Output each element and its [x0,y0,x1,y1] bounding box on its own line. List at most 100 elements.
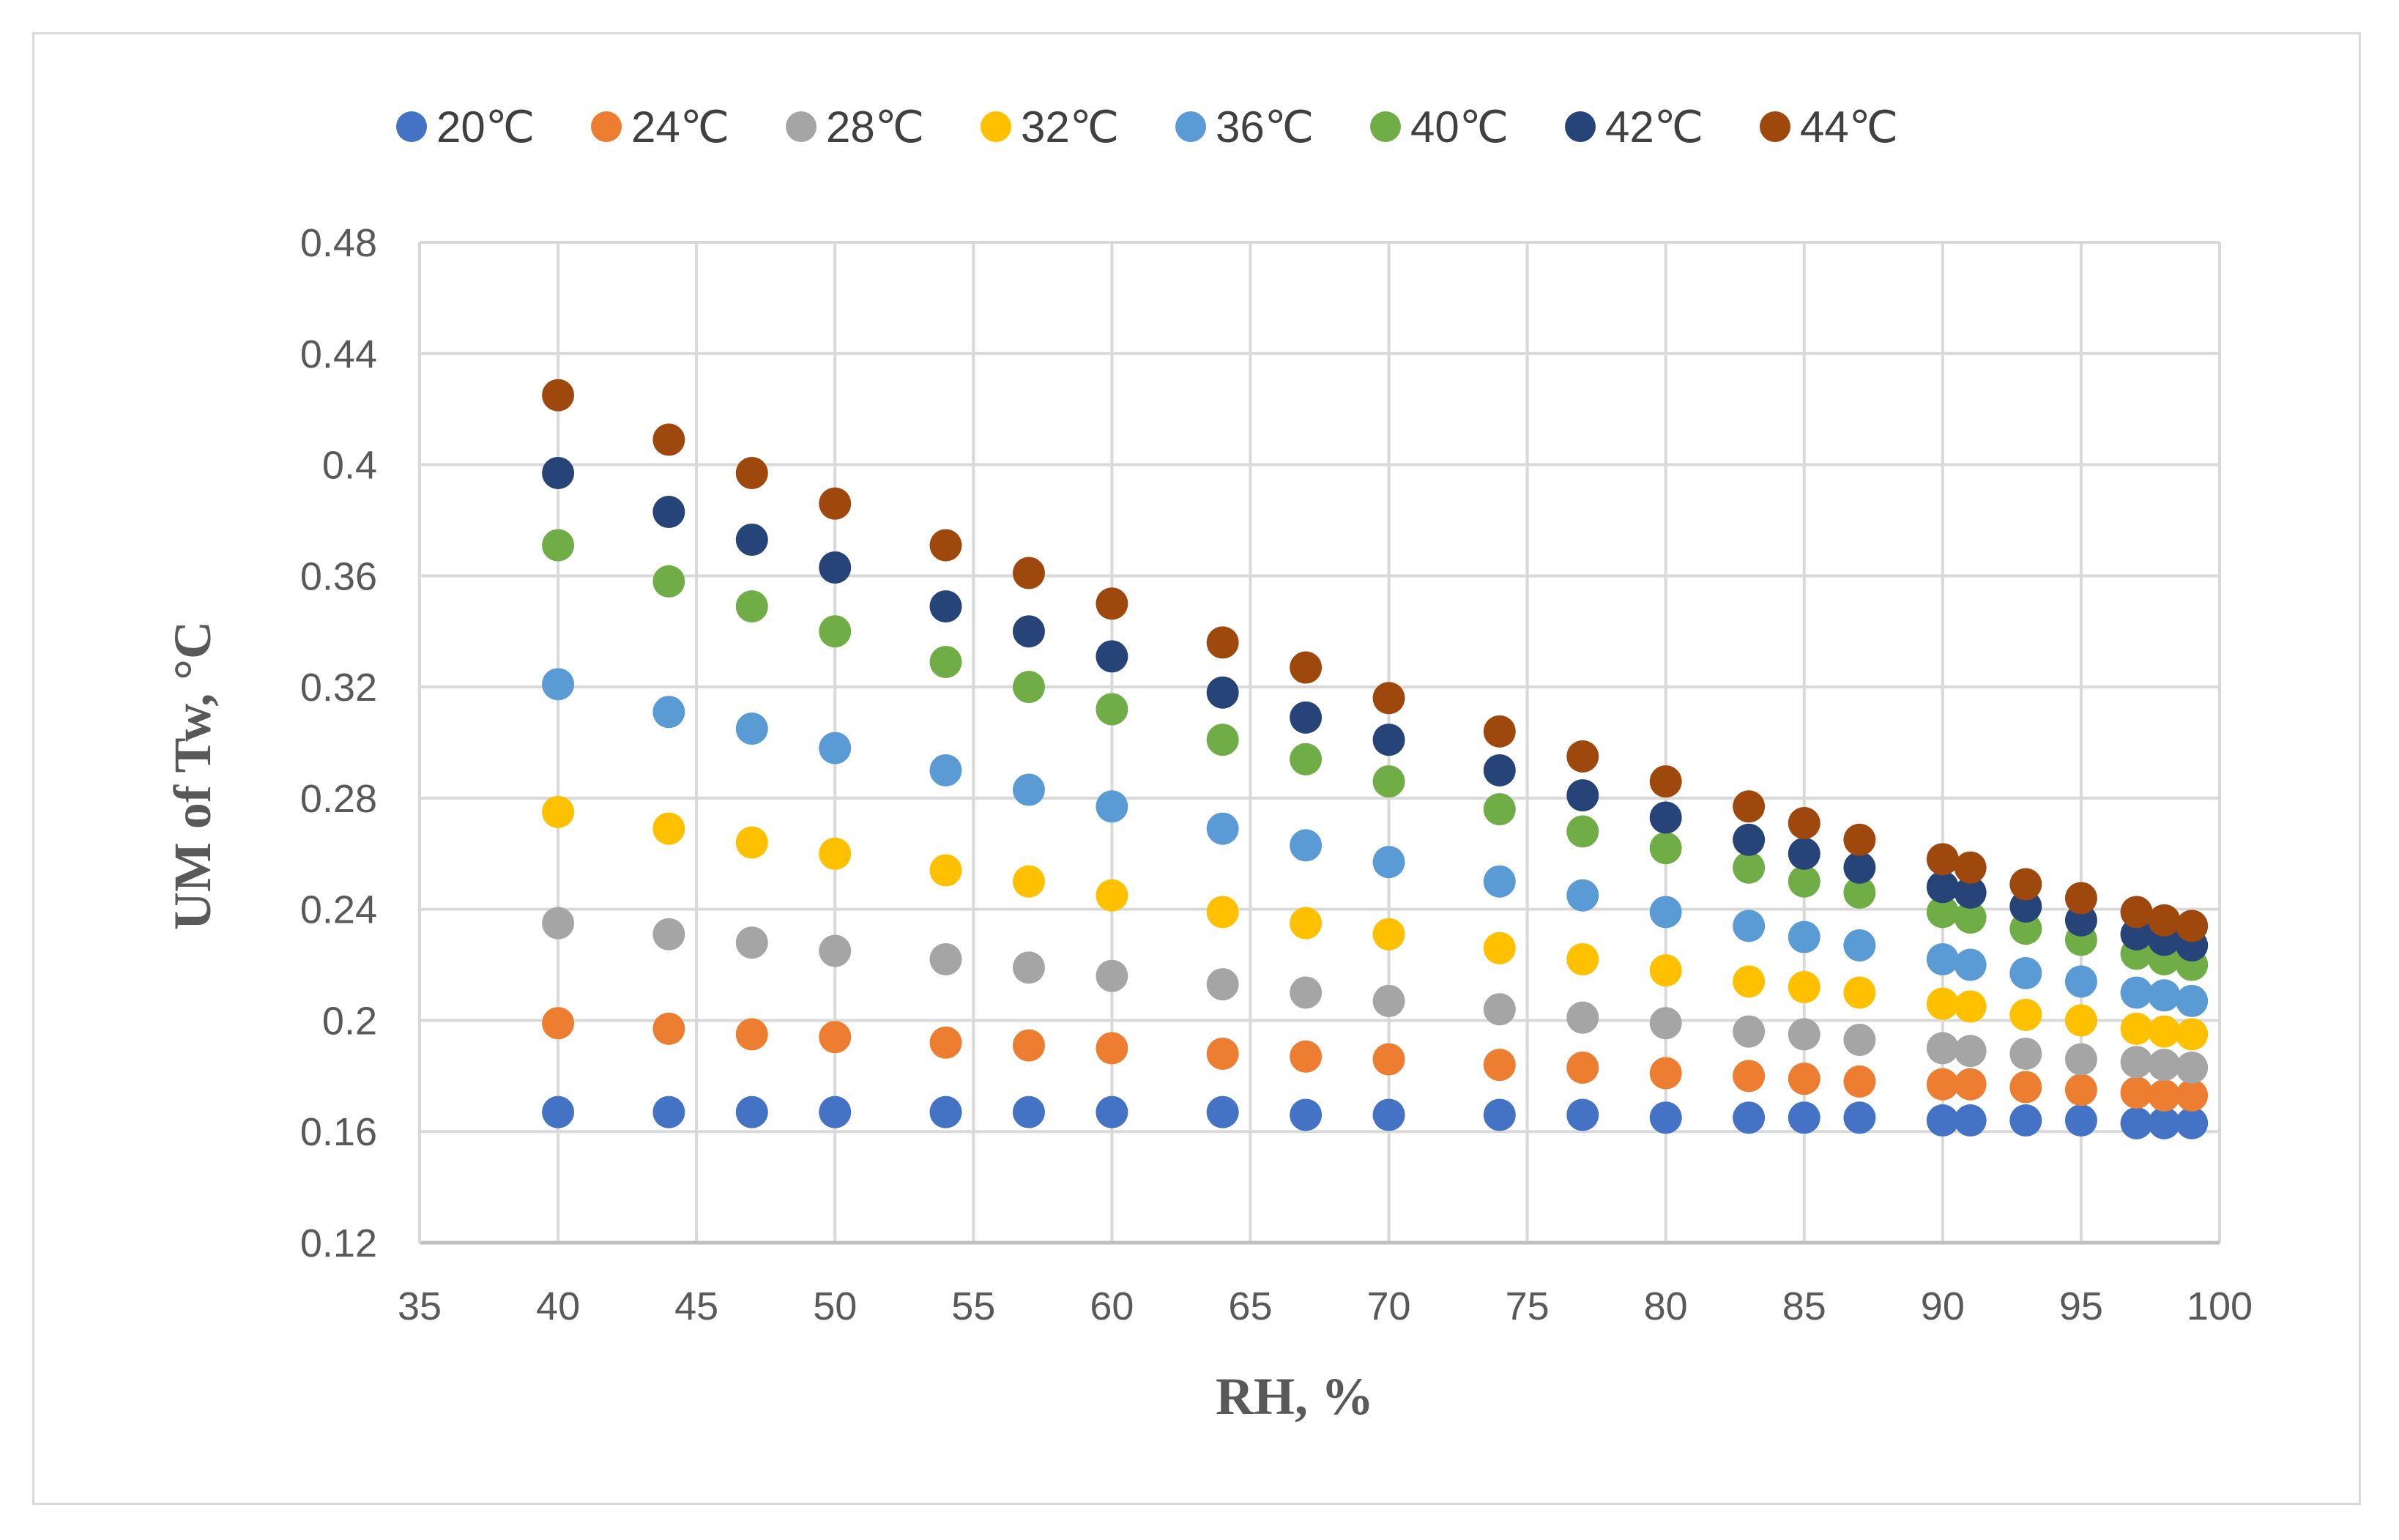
data-point [1372,682,1405,715]
data-point [1290,976,1323,1009]
data-point [1372,918,1405,951]
data-point [819,551,852,584]
data-point [1206,968,1239,1001]
data-point [1788,1101,1820,1134]
data-point [1566,1051,1599,1084]
data-point [1843,1101,1876,1134]
data-point [929,529,962,562]
y-tick-label: 0.4 [322,444,377,488]
data-point [819,934,852,967]
y-tick-label: 0.44 [300,332,377,376]
data-point [1012,671,1045,704]
gridlines [418,241,2221,1244]
data-point [929,645,962,678]
data-point [1788,1063,1820,1096]
x-tick-label: 35 [398,1284,442,1328]
scatter-chart: 0.12 0.16 0.2 0.24 0.28 0.32 0.36 0.4 0.44 0.48 3… [163,103,2253,1426]
data-point [1926,942,1959,975]
data-point [735,1096,768,1128]
data-point [1012,951,1045,984]
series-0-points [542,1096,2209,1139]
data-point [819,487,852,520]
data-point [2064,882,2097,915]
data-point [1206,812,1239,845]
y-axis-ticks: 0.12 0.16 0.2 0.24 0.28 0.32 0.36 0.4 0.44 0.48 [300,221,377,1265]
series-3-points [542,795,2209,1051]
x-tick-label: 85 [1782,1284,1826,1328]
data-point [1788,970,1820,1003]
x-tick-label: 75 [1506,1284,1550,1328]
data-point [819,615,852,648]
data-point [929,754,962,786]
data-point [1733,910,1766,942]
x-tick-label: 60 [1090,1284,1134,1328]
data-point [1566,740,1599,773]
legend: 20℃ 24℃ 28℃ 32℃ 36℃ 40℃ 42℃ 44℃ [396,103,1898,152]
legend-marker [981,111,1011,142]
data-point [1206,626,1239,659]
x-tick-label: 50 [813,1284,857,1328]
data-point [1788,837,1820,870]
data-point [1733,823,1766,856]
series-2-points [542,907,2209,1084]
x-axis-title: RH, % [1216,1367,1374,1426]
data-point [1843,1065,1876,1098]
data-point [652,565,685,598]
data-point [542,907,575,940]
data-point [1206,676,1239,709]
data-point [1483,865,1516,898]
legend-item: 28℃ [786,103,924,152]
data-point [1954,948,1987,981]
data-point [2120,1076,2153,1109]
data-points [542,379,2209,1139]
data-point [2064,1004,2097,1037]
data-point [1012,865,1045,898]
data-point [1096,879,1128,912]
data-point [542,456,575,489]
legend-item: 40℃ [1370,103,1509,152]
data-point [1206,896,1239,929]
data-point [1372,846,1405,879]
data-point [1649,896,1682,929]
data-point [1788,865,1820,898]
legend-label: 28℃ [826,103,924,152]
data-point [1290,743,1323,775]
data-point [1733,851,1766,884]
data-point [1566,879,1599,912]
data-point [1649,954,1682,987]
data-point [2009,1037,2042,1070]
data-point [1843,876,1876,909]
data-point [2009,890,2042,923]
data-point [652,812,685,845]
data-point [2120,918,2153,951]
data-point [929,590,962,623]
data-point [1954,1068,1987,1101]
x-tick-label: 40 [536,1284,580,1328]
y-tick-label: 0.16 [300,1110,377,1154]
legend-item: 32℃ [981,103,1119,152]
legend-marker [1760,111,1790,142]
data-point [1012,1096,1045,1128]
data-point [1096,693,1128,726]
data-point [2064,1074,2097,1106]
data-point [1843,823,1876,856]
data-point [2120,1106,2153,1139]
y-axis-title: UM of Tw, °C [163,621,222,930]
legend-item: 36℃ [1175,103,1314,152]
data-point [2176,1106,2209,1139]
data-point [542,795,575,828]
data-point [1649,1007,1682,1040]
data-point [1290,651,1323,684]
data-point [1649,765,1682,798]
legend-marker [1370,111,1401,142]
data-point [542,529,575,562]
data-point [2148,1079,2181,1112]
data-point [652,1096,685,1128]
data-point [1926,843,1959,876]
legend-label: 32℃ [1021,103,1119,152]
data-point [2009,868,2042,901]
data-point [1926,1032,1959,1065]
data-point [735,1018,768,1051]
y-tick-label: 0.36 [300,554,377,598]
data-point [1954,1104,1987,1137]
